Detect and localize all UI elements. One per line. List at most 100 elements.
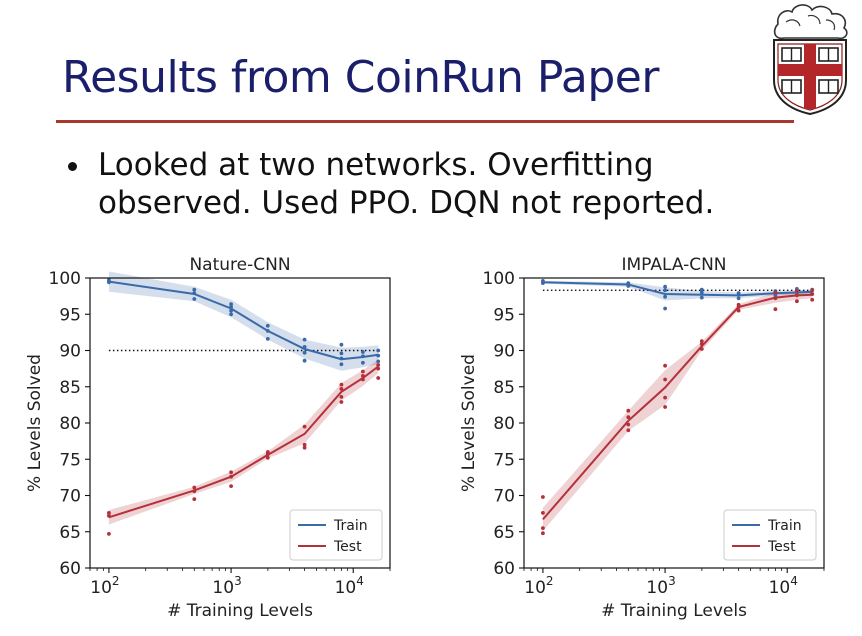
train-run-point — [229, 302, 234, 306]
legend-test-label: Test — [767, 539, 796, 555]
nature-cnn-chart: Nature-CNN 60 65 70 75 80 85 90 95 100 102 103 104 # … — [18, 248, 418, 628]
legend-box — [289, 509, 383, 561]
train-run-point — [229, 312, 234, 317]
test-run-point — [699, 347, 704, 351]
train-run-point — [229, 308, 234, 313]
train-run-point — [302, 337, 307, 342]
test-run-point — [541, 495, 545, 499]
bullet-item: Looked at two networks. Overfitting obse… — [68, 146, 848, 222]
train-run-point — [361, 350, 365, 354]
train-run-point — [626, 281, 631, 285]
x-tick-label: 102 — [90, 574, 119, 598]
test-run-point — [810, 292, 815, 296]
y-tick-label: 100 — [483, 269, 515, 289]
test-run-point — [541, 526, 545, 530]
test-run-point — [663, 405, 667, 409]
y-tick-label: 90 — [59, 342, 81, 362]
x-tick-label: 103 — [212, 574, 241, 598]
train-run-point — [265, 337, 270, 341]
test-run-point — [699, 342, 704, 346]
test-run-point — [339, 395, 344, 399]
test-run-point — [541, 531, 545, 536]
train-run-point — [192, 291, 197, 296]
test-run-point — [339, 387, 344, 391]
train-series-line — [542, 281, 813, 297]
train-run-point — [192, 287, 197, 292]
test-run-point — [626, 408, 631, 413]
x-tick-label: 102 — [524, 574, 553, 598]
chart-svg: Nature-CNN 60 65 70 75 80 85 90 95 100 102 103 104 # … — [25, 255, 391, 621]
train-series-line — [108, 280, 379, 361]
test-run-point — [810, 297, 815, 302]
train-run-point — [361, 354, 365, 359]
train-run-point — [339, 351, 344, 356]
legend-box — [723, 509, 817, 561]
train-run-point — [265, 329, 270, 333]
test-series-line — [542, 293, 813, 521]
test-run-point — [265, 455, 270, 460]
legend-train-label: Train — [767, 518, 802, 534]
x-tick-label: 104 — [335, 574, 364, 598]
train-confidence-band — [108, 271, 379, 371]
train-run-point — [663, 288, 667, 293]
test-confidence-band — [108, 359, 379, 525]
y-tick-label: 60 — [493, 559, 515, 579]
legend-train-label: Train — [333, 518, 368, 534]
x-tick-label: 104 — [769, 574, 798, 598]
test-run-point — [699, 339, 704, 343]
test-run-point — [541, 511, 545, 515]
test-run-point — [339, 382, 344, 387]
x-axis-label: # Training Levels — [167, 601, 313, 621]
bullet-line-1: Looked at two networks. Overfitting — [98, 147, 654, 183]
test-run-point — [795, 299, 799, 304]
test-run-point — [736, 302, 741, 307]
y-tick-label: 70 — [59, 487, 81, 507]
train-run-point — [302, 350, 307, 355]
train-run-point — [192, 297, 197, 301]
y-tick-label: 85 — [59, 378, 81, 398]
test-run-point — [192, 485, 197, 490]
train-run-point — [736, 291, 741, 296]
train-run-point — [541, 279, 545, 283]
y-tick-label: 85 — [493, 378, 515, 398]
chart-title: IMPALA-CNN — [621, 255, 726, 275]
chart-svg: IMPALA-CNN 60 65 70 75 80 85 90 95 100 102 103 104 # … — [459, 255, 825, 621]
test-confidence-band — [542, 291, 813, 531]
test-run-point — [626, 422, 631, 427]
legend-test-label: Test — [333, 539, 362, 555]
test-run-point — [376, 366, 381, 371]
y-axis-label: % Levels Solved — [25, 354, 45, 492]
test-run-point — [229, 474, 234, 479]
y-tick-label: 75 — [59, 450, 81, 470]
test-run-point — [192, 489, 197, 494]
title-underline — [56, 120, 794, 123]
test-run-point — [626, 415, 631, 420]
chart-title: Nature-CNN — [189, 255, 290, 275]
bullet-list: Looked at two networks. Overfitting obse… — [68, 146, 848, 222]
test-run-point — [663, 363, 667, 368]
x-tick-label: 103 — [646, 574, 675, 598]
train-run-point — [229, 305, 234, 309]
train-run-point — [265, 323, 270, 328]
train-run-point — [699, 287, 704, 292]
test-run-point — [302, 442, 307, 447]
train-run-point — [699, 295, 704, 300]
test-run-point — [107, 511, 111, 515]
test-run-point — [107, 513, 111, 518]
y-tick-label: 60 — [59, 559, 81, 579]
test-run-point — [795, 289, 799, 293]
train-run-point — [773, 293, 778, 298]
train-run-point — [339, 362, 344, 367]
test-run-point — [339, 400, 344, 404]
test-run-point — [361, 369, 365, 374]
train-run-point — [663, 306, 667, 311]
train-run-point — [663, 294, 667, 299]
y-tick-label: 70 — [493, 487, 515, 507]
train-run-point — [376, 348, 381, 353]
brown-university-shield-icon — [773, 4, 848, 116]
train-run-point — [302, 358, 307, 363]
train-run-point — [376, 359, 381, 364]
slide-title: Results from CoinRun Paper — [62, 52, 659, 103]
train-run-point — [663, 284, 667, 289]
train-run-point — [339, 342, 344, 347]
